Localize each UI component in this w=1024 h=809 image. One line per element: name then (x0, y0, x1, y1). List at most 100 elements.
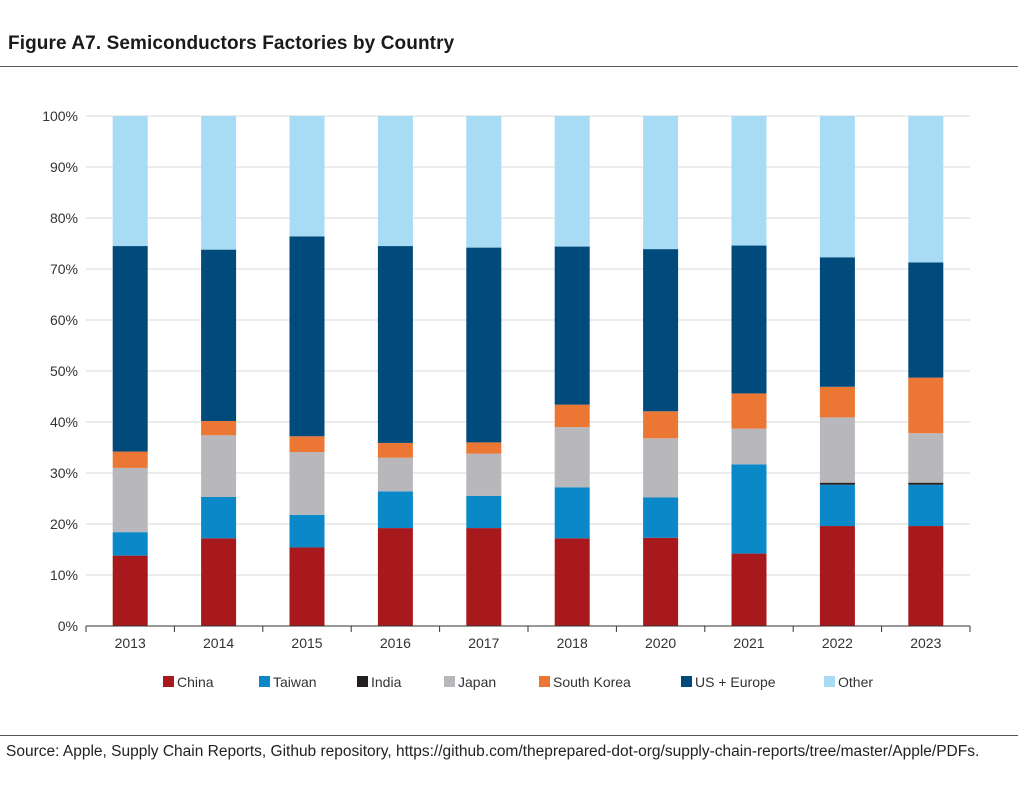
bar-stack (643, 116, 679, 626)
bar-segment (731, 464, 767, 554)
bar-segment (554, 404, 590, 428)
bars (112, 116, 944, 626)
bar-segment (908, 526, 944, 626)
bar-segment (289, 452, 325, 515)
bar-segment (289, 436, 325, 453)
figure-title: Figure A7. Semiconductors Factories by C… (8, 33, 455, 54)
bar-segment (908, 116, 944, 263)
bar-stack (289, 116, 325, 626)
y-tick-label: 40% (50, 414, 78, 430)
legend-swatch (824, 676, 835, 687)
x-tick-label: 2013 (115, 635, 146, 651)
bar-segment (112, 246, 148, 452)
bar-segment (554, 246, 590, 405)
x-tick-label: 2020 (645, 635, 676, 651)
legend-swatch (539, 676, 550, 687)
bar-segment (643, 497, 679, 538)
bar-segment (819, 526, 855, 626)
legend-label: China (177, 674, 214, 690)
bar-segment (731, 245, 767, 394)
bar-stack (819, 116, 855, 626)
y-tick-label: 20% (50, 516, 78, 532)
legend-label: South Korea (553, 674, 631, 690)
bar-segment (554, 427, 590, 488)
bar-segment (112, 451, 148, 468)
legend-swatch (444, 676, 455, 687)
bar-segment (908, 482, 944, 485)
bar-segment (819, 417, 855, 483)
bar-segment (201, 435, 237, 497)
bar-segment (643, 411, 679, 439)
bar-segment (908, 377, 944, 434)
bar-segment (466, 442, 502, 454)
bar-segment (466, 528, 502, 626)
x-tick-label: 2017 (468, 635, 499, 651)
legend-label: India (371, 674, 402, 690)
legend-label: Japan (458, 674, 496, 690)
bar-segment (201, 249, 237, 421)
bar-stack (377, 116, 413, 626)
x-tick-label: 2014 (203, 635, 234, 651)
bar-segment (643, 116, 679, 250)
x-axis: 2013 2014 2015 2016 2017 2018 2020 2021 2022 2023 (85, 625, 971, 651)
legend-label: Other (838, 674, 873, 690)
bar-segment (466, 247, 502, 443)
y-tick-label: 80% (50, 210, 78, 226)
bar-segment (377, 457, 413, 492)
bar-segment (289, 116, 325, 237)
stacked-bar-chart: 0% 10% 20% 30% 40% 50% 60% 70% 80% 90% 100% 2013 20… (42, 108, 971, 690)
bar-stack (554, 116, 590, 626)
bar-segment (289, 514, 325, 548)
x-tick-label: 2016 (380, 635, 411, 651)
legend-swatch (681, 676, 692, 687)
bar-segment (377, 116, 413, 247)
legend-swatch (259, 676, 270, 687)
bar-stack (908, 116, 944, 626)
bar-segment (289, 547, 325, 626)
bar-segment (643, 249, 679, 412)
bar-segment (554, 487, 590, 539)
legend-label: US + Europe (695, 674, 776, 690)
bar-segment (731, 116, 767, 246)
bar-stack (112, 116, 148, 626)
bar-segment (377, 528, 413, 626)
y-tick-label: 30% (50, 465, 78, 481)
bar-segment (819, 386, 855, 418)
y-tick-label: 60% (50, 312, 78, 328)
bar-segment (112, 555, 148, 626)
bar-segment (377, 442, 413, 458)
y-tick-label: 10% (50, 567, 78, 583)
legend-swatch (357, 676, 368, 687)
y-tick-label: 100% (42, 108, 78, 124)
bar-segment (908, 433, 944, 483)
y-tick-label: 90% (50, 159, 78, 175)
bar-segment (377, 491, 413, 529)
bar-segment (466, 495, 502, 529)
bar-segment (643, 537, 679, 626)
y-tick-label: 70% (50, 261, 78, 277)
source-note: Source: Apple, Supply Chain Reports, Git… (6, 743, 980, 760)
y-tick-label: 50% (50, 363, 78, 379)
legend: China Taiwan India Japan South Korea US + Eur… (163, 674, 873, 690)
bar-segment (201, 116, 237, 250)
bar-segment (112, 467, 148, 533)
bar-segment (201, 538, 237, 626)
title-divider (0, 66, 1018, 67)
y-tick-label: 0% (58, 618, 78, 634)
bar-segment (908, 262, 944, 378)
bar-segment (819, 116, 855, 258)
bar-segment (819, 482, 855, 485)
x-tick-label: 2022 (822, 635, 853, 651)
bar-segment (466, 116, 502, 248)
bar-segment (554, 116, 590, 247)
bar-stack (731, 116, 767, 626)
x-tick-label: 2021 (733, 635, 764, 651)
bar-segment (554, 538, 590, 626)
x-tick-label: 2023 (910, 635, 941, 651)
bar-segment (201, 496, 237, 539)
bar-segment (112, 532, 148, 556)
legend-swatch (163, 676, 174, 687)
bar-segment (112, 116, 148, 247)
x-tick-label: 2018 (557, 635, 588, 651)
bar-stack (466, 116, 502, 626)
